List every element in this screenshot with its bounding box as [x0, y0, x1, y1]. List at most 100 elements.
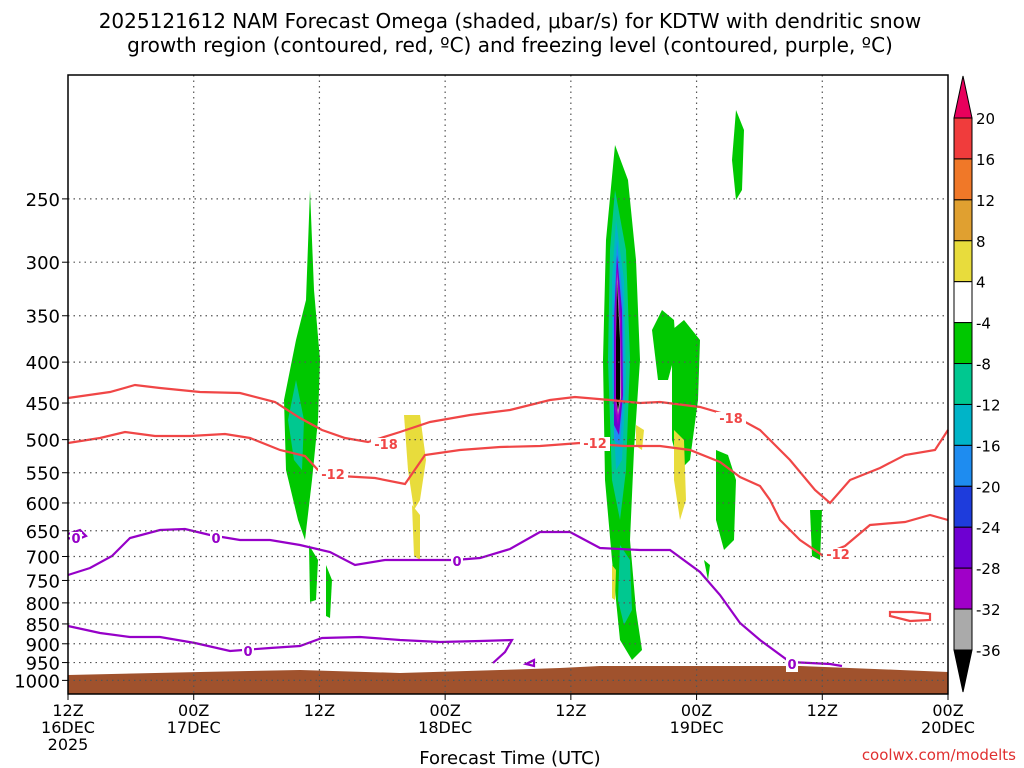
contour-label-purple: 0	[787, 658, 796, 673]
omega-region-green-right3	[716, 450, 736, 550]
x-tick-label: 2025	[48, 735, 89, 754]
colorbar-label: -4	[976, 315, 991, 333]
colorbar-label: 20	[976, 110, 995, 128]
omega-region-green-c	[326, 565, 332, 618]
x-tick-label: 12Z	[555, 701, 586, 720]
omega-region-black-core	[616, 282, 620, 410]
contour-label-red: -18	[719, 412, 743, 427]
colorbar-swatch	[953, 526, 973, 569]
colorbar-label: -36	[976, 642, 1001, 660]
contour-labels: -18 -12 -12 -18 -12 0 0 0 0 0	[70, 412, 853, 673]
grid-lines	[68, 75, 948, 694]
purple-contour-lower	[67, 624, 514, 664]
contour-label-purple: 0	[243, 645, 252, 660]
x-tick-label: 16DEC	[41, 718, 95, 737]
omega-region-green-b	[309, 545, 318, 602]
x-tick-label: 12Z	[304, 701, 335, 720]
y-tick-label: 400	[26, 353, 60, 374]
colorbar-label: -32	[976, 601, 1001, 619]
omega-region-yellow-d	[674, 430, 686, 520]
omega-region-teal-low	[618, 545, 632, 625]
contour-label-purple: 0	[71, 532, 80, 547]
colorbar-label: -16	[976, 437, 1001, 455]
colorbar-swatch	[953, 485, 973, 528]
red-contour-blob	[888, 610, 932, 623]
omega-region-green-small	[704, 560, 710, 580]
red-contours	[67, 383, 949, 623]
y-tick-label: 500	[26, 431, 60, 452]
red-contour-lower	[67, 430, 949, 557]
y-tick-label: 1000	[14, 671, 60, 692]
omega-region-yellow-e	[612, 565, 616, 600]
y-tick-label: 600	[26, 494, 60, 515]
y-tick-label: 700	[26, 547, 60, 568]
x-tick-label: 00Z	[681, 701, 712, 720]
colorbar-label: -12	[976, 396, 1001, 414]
y-axis-ticks: 2503003504004505005506006507007508008509…	[14, 190, 68, 692]
x-tick-label: 18DEC	[418, 718, 472, 737]
colorbar-swatch	[953, 567, 973, 610]
contour-label-red: -12	[321, 468, 345, 483]
omega-region-green-a	[284, 190, 320, 540]
purple-contour-upper	[67, 527, 843, 668]
x-tick-label: 19DEC	[670, 718, 724, 737]
x-tick-label: 00Z	[429, 701, 460, 720]
y-tick-label: 800	[26, 594, 60, 615]
y-tick-label: 900	[26, 635, 60, 656]
x-tick-label: 12Z	[52, 701, 83, 720]
omega-region-yellow-c	[636, 425, 644, 450]
y-tick-label: 250	[26, 190, 60, 211]
omega-region-green-right1	[652, 310, 676, 380]
colorbar: 20 16 12 8 4 -4 -8 -12 -16 -20 -24 -28 -32 -36	[953, 75, 1001, 693]
colorbar-label: 4	[976, 274, 986, 292]
omega-region-yellow-b	[412, 505, 420, 560]
contour-label-red: -12	[583, 437, 607, 452]
x-axis-label: Forecast Time (UTC)	[419, 748, 600, 768]
y-tick-label: 950	[26, 654, 60, 675]
plot-area: 2503003504004505005506006507007508008509…	[14, 74, 975, 754]
omega-region-green-right2	[672, 320, 700, 470]
colorbar-label: -8	[976, 356, 991, 374]
colorbar-label: -24	[976, 519, 1001, 537]
omega-region-yellow-a	[404, 415, 426, 510]
x-tick-label: 20DEC	[921, 718, 975, 737]
contour-label-purple: 0	[452, 555, 461, 570]
credit-text: coolwx.com/modelts	[862, 746, 1016, 764]
colorbar-swatch	[953, 363, 973, 405]
contour-label-red: -18	[374, 438, 398, 453]
colorbar-label: -20	[976, 478, 1001, 496]
y-tick-label: 300	[26, 253, 60, 274]
colorbar-label: 16	[976, 151, 995, 169]
plot-frame	[67, 74, 949, 695]
colorbar-label: 12	[976, 192, 995, 210]
colorbar-top-arrow	[953, 75, 973, 119]
x-tick-label: 12Z	[807, 701, 838, 720]
colorbar-swatch	[953, 240, 973, 283]
chart-title-line1: 2025121612 NAM Forecast Omega (shaded, μ…	[99, 9, 922, 33]
x-tick-label: 17DEC	[167, 718, 221, 737]
purple-contours	[67, 527, 843, 668]
y-tick-label: 650	[26, 522, 60, 543]
omega-region-green-tall	[732, 110, 744, 200]
contour-label-purple: 0	[211, 532, 220, 547]
colorbar-swatch	[953, 117, 973, 160]
colorbar-swatch	[953, 608, 973, 651]
colorbar-swatch	[953, 444, 973, 487]
colorbar-bottom-arrow	[953, 649, 973, 693]
x-tick-label: 00Z	[178, 701, 209, 720]
contour-label-red: -12	[826, 548, 850, 563]
colorbar-label: 8	[976, 233, 986, 251]
omega-region-green-low-right	[810, 510, 822, 560]
y-tick-label: 350	[26, 307, 60, 328]
colorbar-swatch	[953, 403, 973, 446]
colorbar-swatch	[953, 158, 973, 201]
colorbar-swatch	[953, 281, 973, 324]
y-tick-label: 450	[26, 394, 60, 415]
y-tick-label: 850	[26, 615, 60, 636]
colorbar-label: -28	[976, 560, 1001, 578]
colorbar-swatch	[953, 199, 973, 242]
chart-title-line2: growth region (contoured, red, ºC) and f…	[127, 33, 893, 57]
omega-shading	[284, 110, 822, 660]
